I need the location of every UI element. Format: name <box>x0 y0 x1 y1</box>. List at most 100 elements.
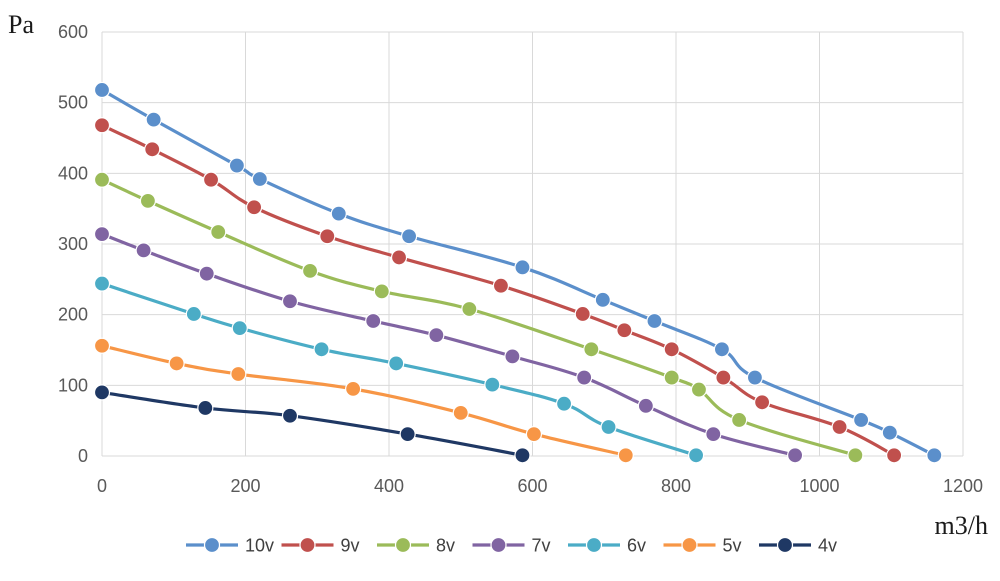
data-point-7v <box>93 226 111 243</box>
data-point-5v <box>345 380 362 397</box>
data-point-9v <box>246 199 263 216</box>
data-point-6v <box>313 341 330 358</box>
data-point-4v <box>93 384 111 401</box>
data-point-6v <box>687 447 705 464</box>
y-tick-label: 0 <box>78 446 88 466</box>
x-tick-label: 1000 <box>799 476 839 496</box>
legend-item-10v: 10v <box>186 536 274 556</box>
data-point-7v <box>428 327 445 344</box>
legend-swatch-marker <box>299 536 316 554</box>
legend-label: 9v <box>341 536 360 556</box>
data-point-4v <box>197 399 214 417</box>
data-point-6v <box>600 418 617 436</box>
x-tick-label: 200 <box>230 476 260 496</box>
data-point-9v <box>663 341 680 358</box>
legend-item-6v: 6v <box>568 536 646 556</box>
gridlines <box>101 31 964 457</box>
series-4v <box>93 384 531 464</box>
data-point-7v <box>504 348 521 365</box>
y-tick-label: 100 <box>58 375 88 395</box>
legend-item-5v: 5v <box>663 536 742 556</box>
data-point-8v <box>373 283 390 300</box>
data-point-10v <box>853 411 870 429</box>
y-tick-label: 500 <box>58 93 88 113</box>
legend-swatch-marker <box>490 536 507 554</box>
data-point-10v <box>330 205 347 222</box>
x-tick-label: 1200 <box>943 476 983 496</box>
x-tick-label: 0 <box>97 476 107 496</box>
data-point-6v <box>93 275 111 292</box>
legend-label: 7v <box>532 536 551 556</box>
data-point-5v <box>93 337 111 354</box>
legend-swatch-marker <box>203 536 221 554</box>
data-point-9v <box>93 117 111 134</box>
data-point-10v <box>228 157 245 174</box>
y-tick-label: 400 <box>58 163 88 183</box>
data-point-6v <box>484 376 501 393</box>
legend-swatch-marker <box>776 536 794 554</box>
x-tick-label: 400 <box>374 476 404 496</box>
data-point-10v <box>881 424 898 441</box>
data-point-10v <box>926 447 943 464</box>
data-point-4v <box>281 407 299 424</box>
data-point-7v <box>198 265 215 282</box>
data-point-8v <box>93 171 111 188</box>
data-point-6v <box>555 395 573 412</box>
data-point-8v <box>139 192 157 209</box>
data-point-9v <box>886 447 903 464</box>
data-point-6v <box>388 355 405 372</box>
data-point-4v <box>514 447 531 464</box>
data-point-7v <box>705 425 722 443</box>
data-point-8v <box>301 262 319 279</box>
legend-label: 8v <box>436 536 455 556</box>
legend-label: 10v <box>245 536 274 556</box>
data-point-7v <box>281 293 299 310</box>
legend-label: 6v <box>627 536 646 556</box>
data-point-7v <box>637 397 654 414</box>
data-point-9v <box>390 249 408 266</box>
data-point-10v <box>251 170 268 188</box>
data-point-9v <box>753 394 771 411</box>
legend-item-9v: 9v <box>281 536 360 556</box>
data-point-10v <box>646 312 663 330</box>
data-point-7v <box>135 242 152 259</box>
legend: 10v 9v 8v 7v 6v 5v 4v <box>186 536 837 556</box>
data-point-8v <box>663 369 680 386</box>
data-point-4v <box>399 425 416 443</box>
data-point-10v <box>93 81 111 99</box>
data-point-9v <box>574 305 591 323</box>
legend-swatch-marker <box>394 536 412 554</box>
data-point-5v <box>452 404 469 421</box>
data-point-8v <box>690 381 708 398</box>
data-point-9v <box>831 418 848 436</box>
data-point-7v <box>365 312 382 330</box>
x-tick-label: 600 <box>517 476 547 496</box>
data-point-9v <box>144 141 161 158</box>
data-point-8v <box>583 341 600 358</box>
legend-label: 5v <box>723 536 742 556</box>
series-10v <box>93 81 943 464</box>
data-point-5v <box>525 425 543 443</box>
data-point-10v <box>400 228 418 245</box>
legend-swatch-marker <box>681 536 698 554</box>
x-axis-title: m3/h <box>935 511 988 540</box>
series-line-4v <box>100 390 525 457</box>
data-point-10v <box>514 259 531 276</box>
series-6v <box>93 275 705 464</box>
series-lines <box>93 81 943 464</box>
data-point-7v <box>576 369 593 386</box>
x-tick-label: 800 <box>661 476 691 496</box>
series-5v <box>93 337 634 464</box>
data-point-9v <box>319 228 336 245</box>
legend-label: 4v <box>818 536 837 556</box>
data-point-6v <box>185 305 202 323</box>
data-point-5v <box>617 447 634 464</box>
axis-tick-labels: 0 100 200 300 400 500 600 0 200 400 600 800 1000 1200 <box>58 22 983 496</box>
data-point-6v <box>231 319 248 337</box>
y-tick-label: 600 <box>58 22 88 42</box>
series-8v <box>93 171 864 464</box>
series-9v <box>93 117 903 464</box>
legend-item-4v: 4v <box>759 536 837 556</box>
legend-item-8v: 8v <box>377 536 455 556</box>
data-point-10v <box>713 341 731 358</box>
